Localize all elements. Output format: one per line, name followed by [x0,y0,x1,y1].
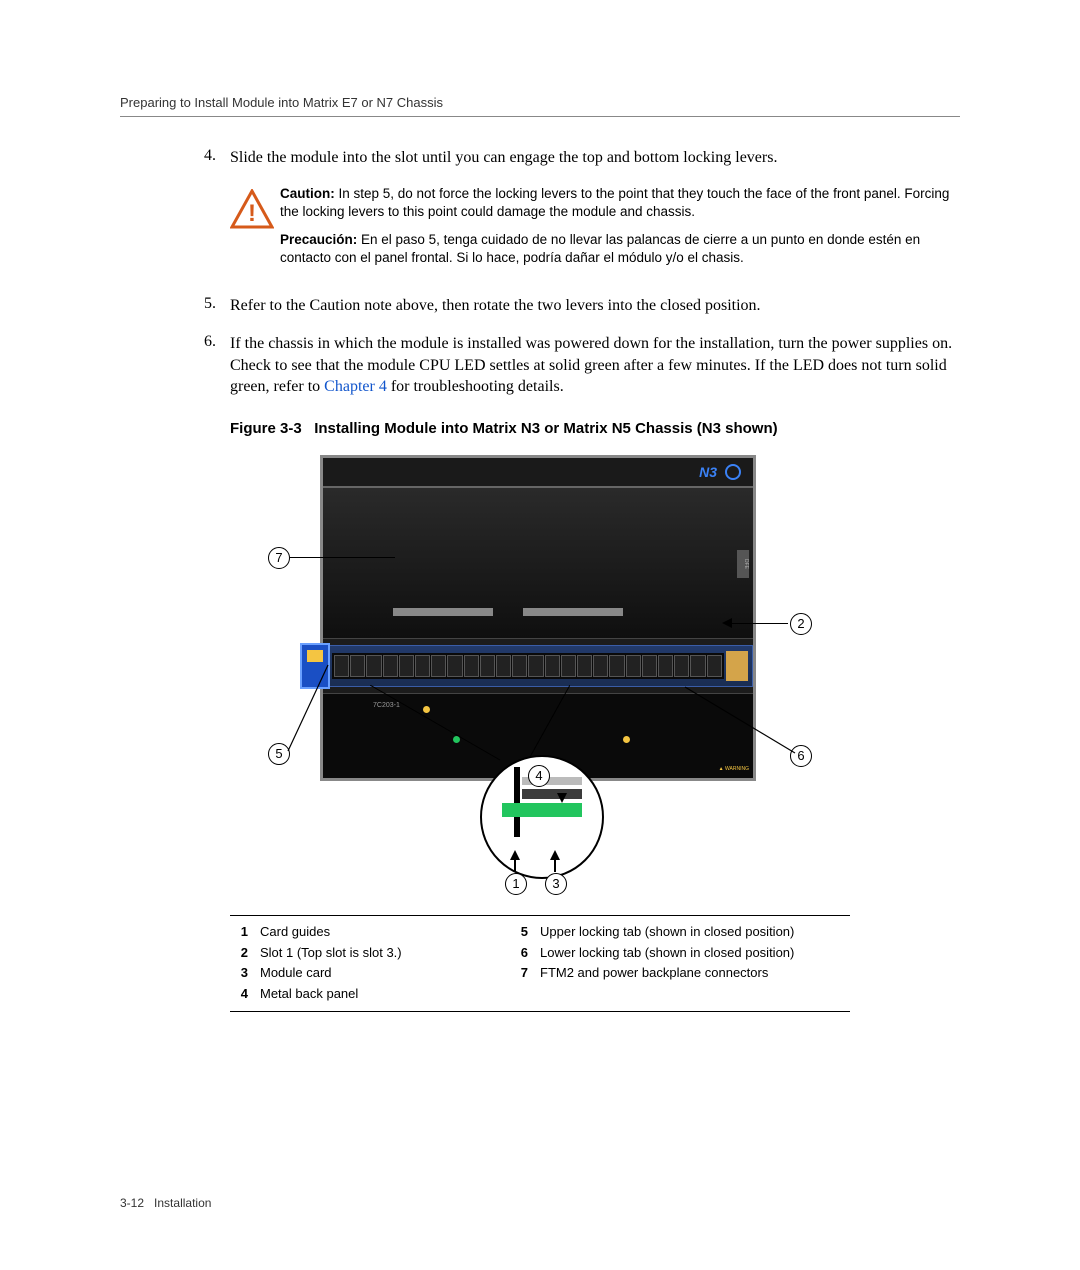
chapter-4-link[interactable]: Chapter 4 [324,378,387,395]
legend-5-text: Upper locking tab (shown in closed posit… [540,922,794,943]
page-footer: 3-12 Installation [120,1196,211,1210]
legend-5-num: 5 [510,922,528,943]
chassis-top: N3 [323,458,753,488]
legend-7-num: 7 [510,963,528,984]
card-guide-1 [393,608,493,616]
caution-en-text: In step 5, do not force the locking leve… [280,186,949,219]
figure-label: Figure 3-3 [230,420,302,437]
slot-area: DFE [323,488,753,638]
detail-lines [370,685,570,765]
caution-block: ! Caution: In step 5, do not force the l… [230,185,960,278]
legend-3-text: Module card [260,963,402,984]
step-6: 6. If the chassis in which the module is… [120,333,960,398]
card-guide-2 [523,608,623,616]
legend-6-text: Lower locking tab (shown in closed posit… [540,943,794,964]
callout-1: 1 [505,873,527,895]
device-label: N3 [699,464,717,480]
step-6-num: 6. [120,333,230,398]
footer-page: 3-12 [120,1196,144,1210]
step-4-body: Slide the module into the slot until you… [230,147,960,169]
legend-4-num: 4 [230,984,248,1005]
sfp-slot [726,651,748,681]
callout-3: 3 [545,873,567,895]
caution-en: Caution: In step 5, do not force the loc… [280,185,960,221]
svg-text:!: ! [248,200,256,227]
step-5-num: 5. [120,295,230,317]
figure-title: Figure 3-3 Installing Module into Matrix… [230,420,960,437]
callout-6-line [680,685,800,755]
step-5-body: Refer to the Caution note above, then ro… [230,295,960,317]
caution-es: Precaución: En el paso 5, tenga cuidado … [280,231,960,267]
footer-section: Installation [154,1196,211,1210]
legend-3-num: 3 [230,963,248,984]
step-4-num: 4. [120,147,230,169]
legend-1-num: 1 [230,922,248,943]
step-5: 5. Refer to the Caution note above, then… [120,295,960,317]
dfe-marker: DFE [737,550,749,578]
port-row [332,653,724,679]
power-icon [725,464,741,480]
caution-en-label: Caution: [280,186,335,201]
legend-2-text: Slot 1 (Top slot is slot 3.) [260,943,402,964]
legend-4-text: Metal back panel [260,984,402,1005]
figure-legend: 1 2 3 4 Card guides Slot 1 (Top slot is … [230,915,850,1012]
warning-icon: ! [230,185,280,278]
figure-diagram: N3 DFE [260,455,820,895]
callout-7: 7 [268,547,290,569]
caution-es-text: En el paso 5, tenga cuidado de no llevar… [280,232,920,265]
module-card [313,645,753,687]
caution-es-label: Precaución: [280,232,357,247]
legend-6-num: 6 [510,943,528,964]
legend-7-text: FTM2 and power backplane connectors [540,963,794,984]
figure-title-text: Installing Module into Matrix N3 or Matr… [314,420,777,437]
page-header: Preparing to Install Module into Matrix … [120,95,960,117]
callout-5-line [280,663,360,753]
step-4: 4. Slide the module into the slot until … [120,147,960,169]
callout-2: 2 [790,613,812,635]
step-6-post: for troubleshooting details. [387,378,564,395]
legend-2-num: 2 [230,943,248,964]
callout-4: 4 [528,765,550,787]
step-6-body: If the chassis in which the module is in… [230,333,960,398]
legend-1-text: Card guides [260,922,402,943]
